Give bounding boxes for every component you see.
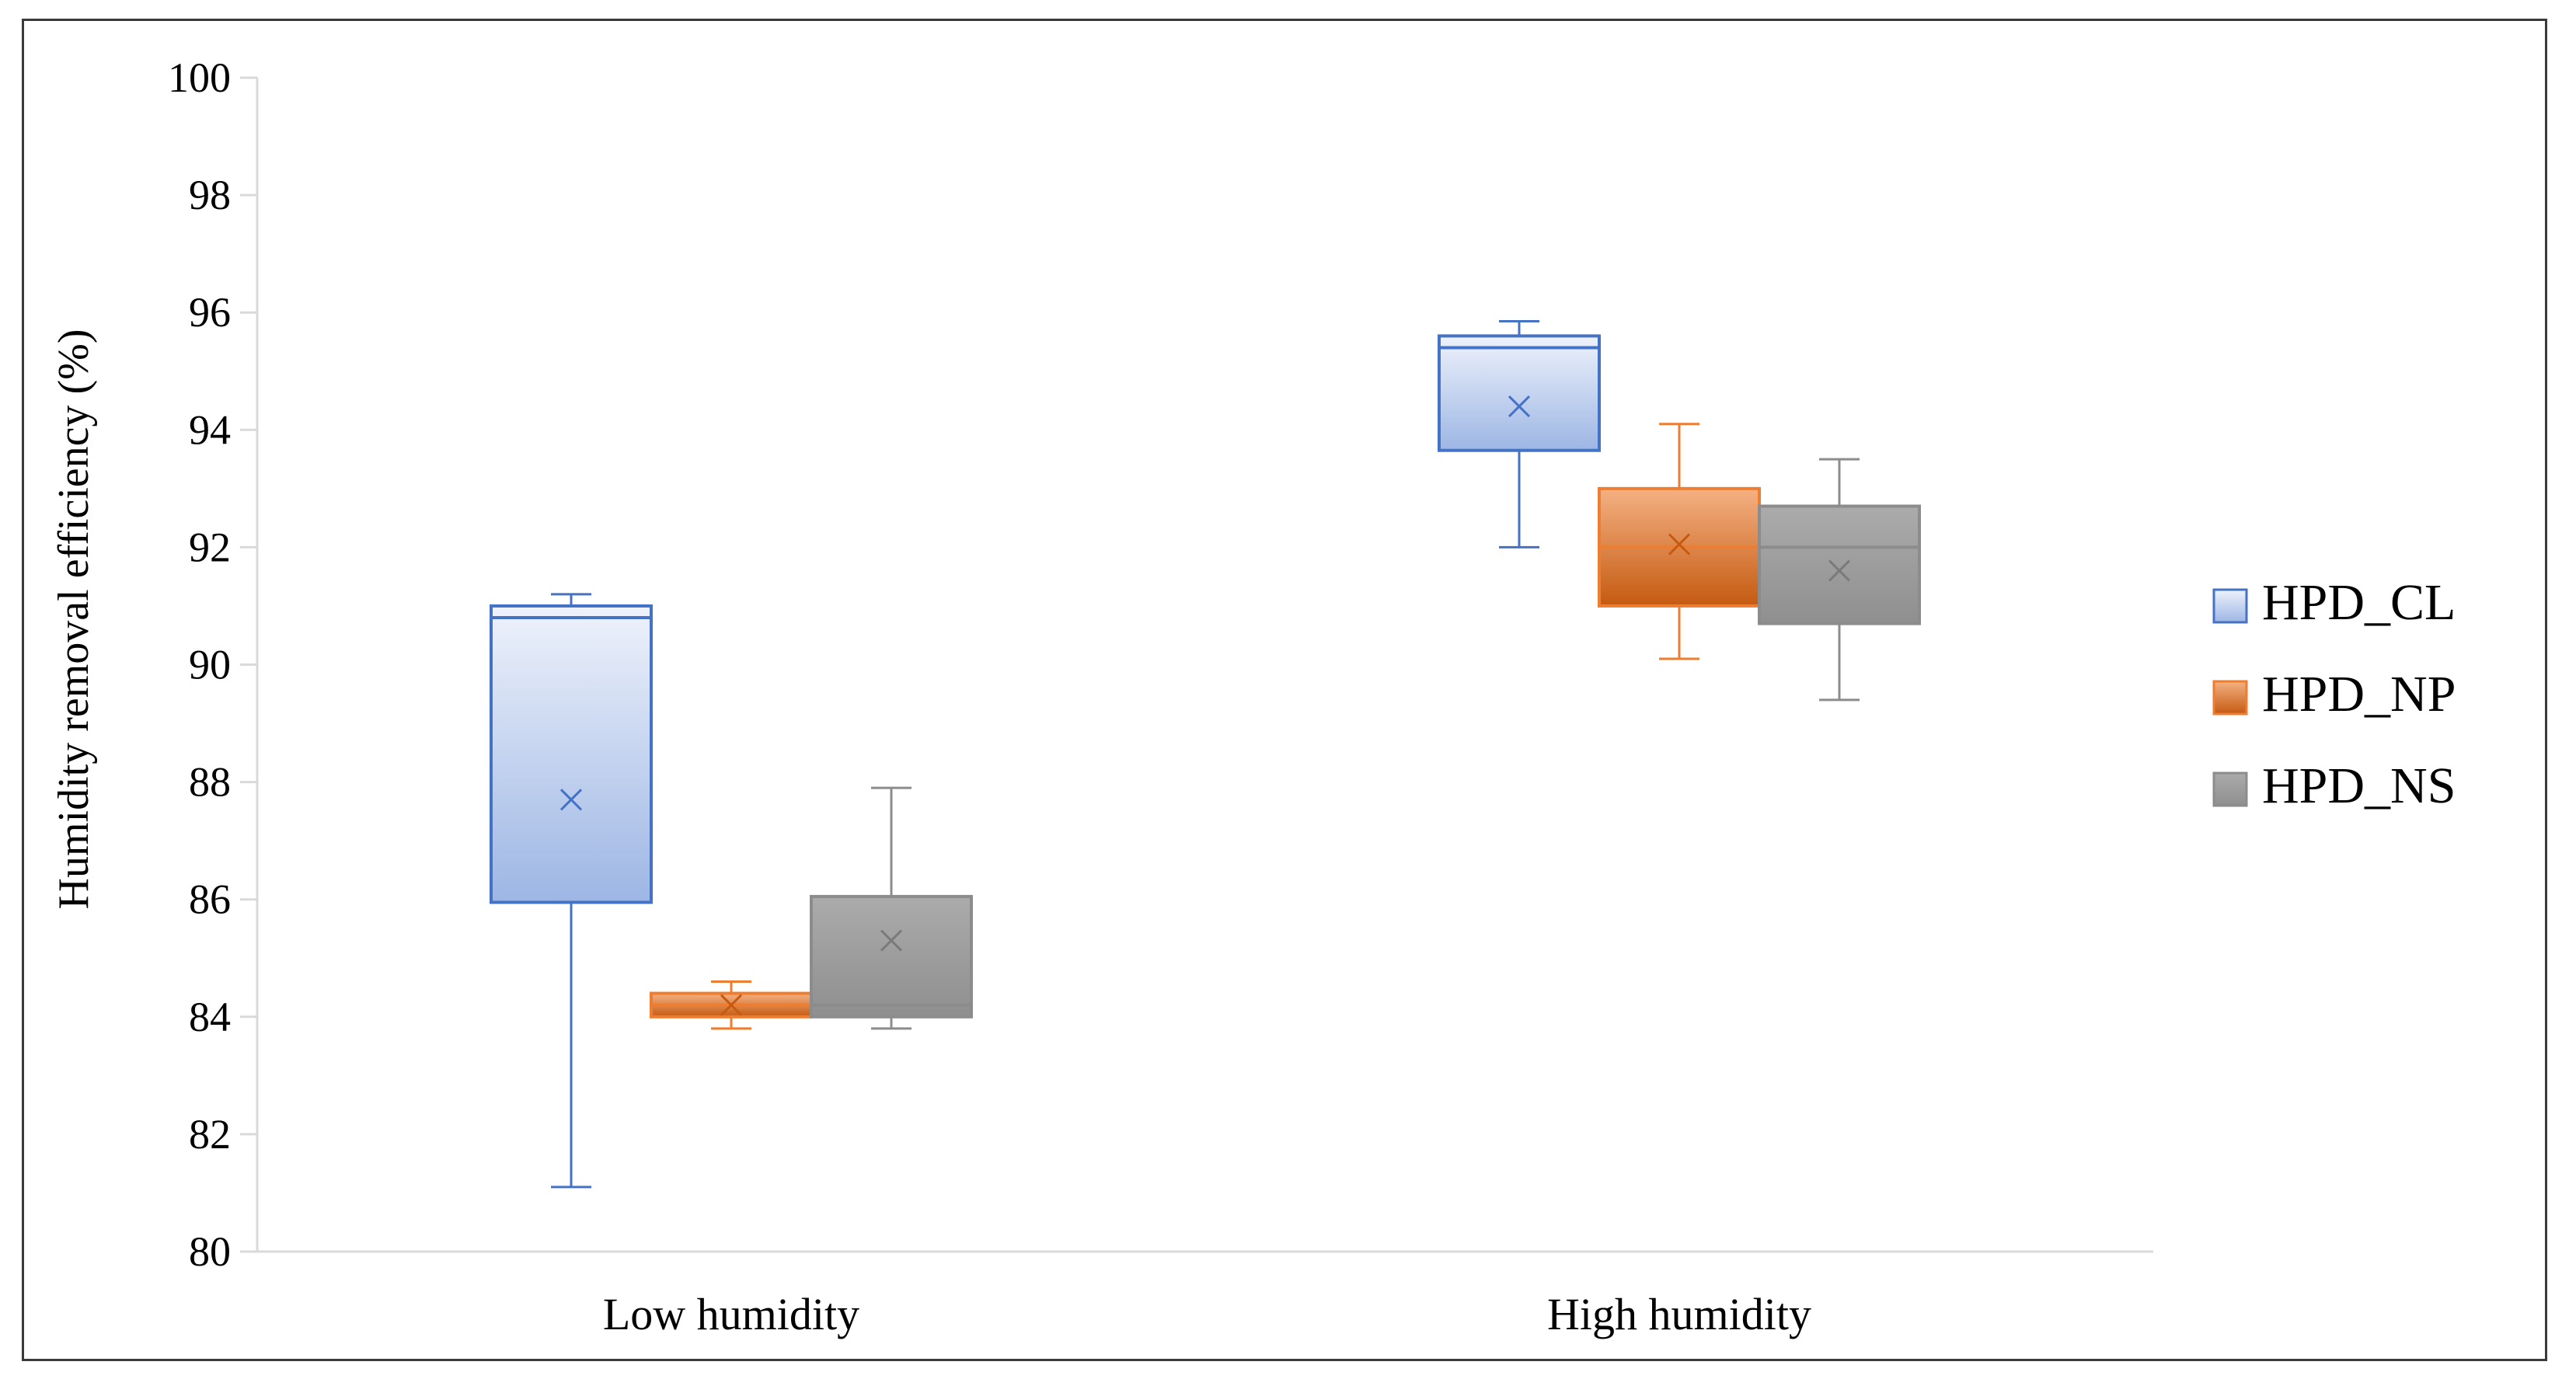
box-HPD_NP-0 [650,980,813,1030]
mean-marker [1508,395,1531,418]
x-category-label: Low humidity [603,1289,859,1339]
mean-marker [1828,559,1851,582]
mean-marker [720,994,743,1016]
y-tick-label: 94 [189,406,231,453]
legend-item-HPD_NP: HPD_NP [2212,666,2456,723]
legend-swatch [2212,680,2248,716]
box-HPD_NP-1 [1598,423,1761,660]
x-category-label: High humidity [1547,1289,1811,1339]
y-tick-label: 82 [189,1111,231,1158]
legend: HPD_CL HPD_NP HPD_NS [2212,574,2456,814]
y-tick-label: 84 [189,994,231,1040]
legend-item-HPD_CL: HPD_CL [2212,574,2456,631]
box-HPD_NS-0 [810,786,973,1030]
legend-swatch [2212,771,2248,807]
mean-marker [559,789,583,811]
axes [240,76,2153,1253]
legend-label: HPD_NP [2262,666,2456,723]
y-tick-label: 86 [189,876,231,923]
y-tick-label: 80 [189,1228,231,1275]
mean-marker [1668,533,1691,555]
plot-area [490,320,1921,1189]
box-HPD_NS-1 [1758,458,1921,702]
box-HPD_CL-1 [1438,320,1601,548]
y-axis-label: Humidity removal efficiency (%) [50,329,98,910]
y-tick-label: 98 [189,172,231,218]
y-tick-label: 92 [189,524,231,570]
box-HPD_CL-0 [490,593,653,1189]
legend-label: HPD_NS [2262,757,2456,814]
y-tick-label: 90 [189,642,231,688]
legend-label: HPD_CL [2262,574,2456,631]
y-tick-label: 100 [168,54,231,101]
box-plot-chart: 80 82 84 86 88 90 92 94 96 98 100 Low humidity High… [50,54,2456,1339]
box-iqr [1758,504,1921,625]
box-iqr [490,604,653,904]
y-tick-labels: 80 82 84 86 88 90 92 94 96 98 100 [168,54,231,1275]
chart-frame: 80 82 84 86 88 90 92 94 96 98 100 Low humidity High… [22,19,2547,1361]
box-iqr [1438,334,1601,452]
x-category-labels: Low humidity High humidity [603,1289,1811,1339]
legend-swatch [2212,588,2248,624]
y-tick-label: 96 [189,289,231,336]
y-tick-label: 88 [189,759,231,806]
mean-marker [880,929,903,952]
legend-item-HPD_NS: HPD_NS [2212,757,2456,814]
box-iqr [810,894,973,1019]
